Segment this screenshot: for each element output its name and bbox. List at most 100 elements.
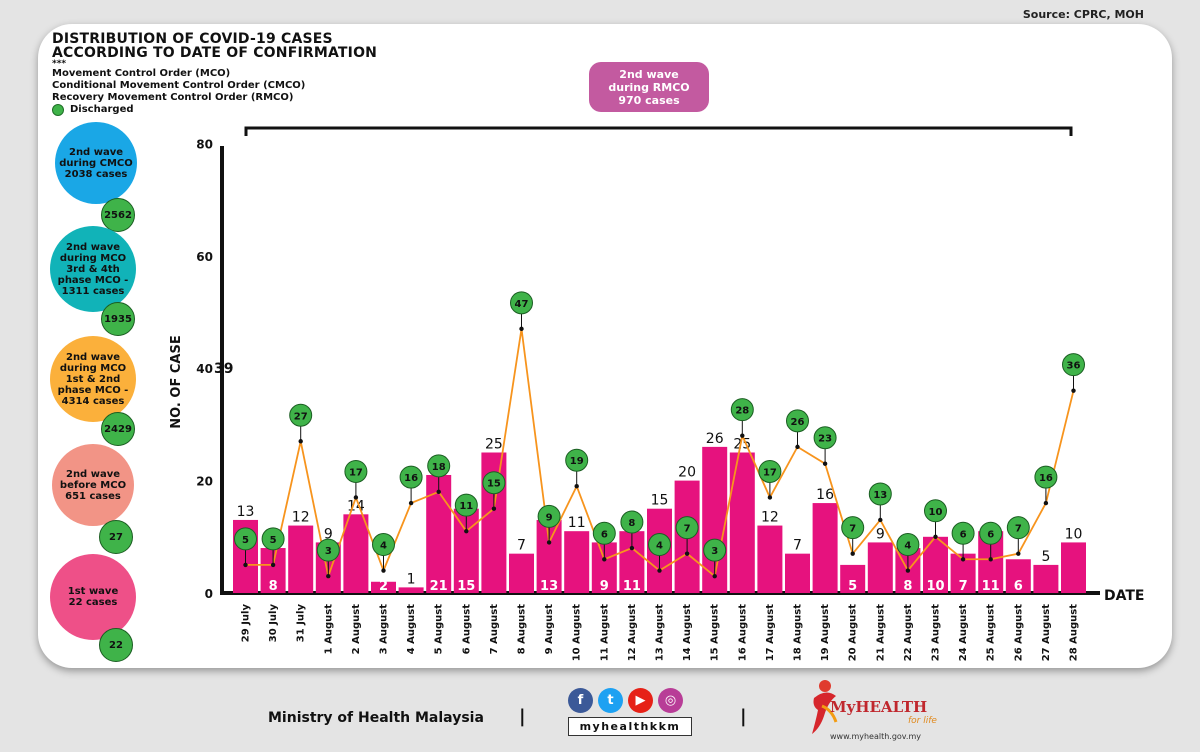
x-tick-label: 12 August xyxy=(627,604,638,661)
instagram-icon[interactable]: ◎ xyxy=(658,688,683,713)
case-bar xyxy=(812,503,838,593)
footer-divider-1: | xyxy=(519,706,526,727)
discharged-point xyxy=(740,433,745,438)
discharged-value-label: 7 xyxy=(684,524,691,535)
discharged-value-label: 26 xyxy=(791,417,805,428)
bar-value-label: 6 xyxy=(1014,579,1023,594)
discharged-marker xyxy=(758,459,782,483)
bar-value-label: 12 xyxy=(761,510,779,526)
discharged-value-label: 4 xyxy=(656,541,663,552)
bar-value-label: 11 xyxy=(982,579,1000,594)
discharged-value-label: 4 xyxy=(380,541,387,552)
wave-label-line: during CMCO xyxy=(59,157,133,169)
bar-value-label: 12 xyxy=(292,510,310,526)
discharged-value-label: 8 xyxy=(628,518,635,529)
x-tick-label: 5 August xyxy=(434,604,445,655)
discharged-value-label: 3 xyxy=(711,546,718,557)
discharged-marker xyxy=(289,403,313,427)
x-tick-label: 25 August xyxy=(986,604,997,661)
x-tick-label: 27 August xyxy=(1041,604,1052,661)
logo-tagline: for life xyxy=(908,716,937,726)
bar-value-label: 13 xyxy=(540,579,558,594)
wave-mco-12-circle: 2nd wave during MCO 1st & 2nd phase MCO -43… xyxy=(50,336,136,422)
x-tick-label: 19 August xyxy=(820,604,831,661)
discharged-value-label: 13 xyxy=(873,490,887,501)
discharged-value-label: 36 xyxy=(1067,361,1081,372)
discharged-marker xyxy=(261,527,285,551)
bar-value-label: 25 xyxy=(485,437,503,453)
x-tick-label: 9 August xyxy=(544,604,555,655)
x-tick-label: 13 August xyxy=(655,604,666,661)
social-handle[interactable]: myhealthkkm xyxy=(568,717,692,736)
bar-value-label: 9 xyxy=(600,579,609,594)
bar-value-label: 7 xyxy=(517,538,526,554)
chart-title-line-2: ACCORDING TO DATE OF CONFIRMATION xyxy=(52,45,378,61)
discharged-marker xyxy=(675,516,699,540)
discharged-marker xyxy=(510,291,533,315)
facebook-icon[interactable]: f xyxy=(568,688,593,713)
x-tick-label: 31 July xyxy=(296,604,307,643)
x-tick-label: 2 August xyxy=(351,604,362,655)
discharged-point xyxy=(326,573,331,579)
logo-brand: MyHEALTH xyxy=(830,698,928,716)
discharged-marker xyxy=(786,409,809,433)
bar-value-label: 9 xyxy=(876,526,885,542)
discharged-point xyxy=(795,444,800,450)
x-tick-label: 4 August xyxy=(406,604,417,655)
discharged-value-label: 16 xyxy=(1039,473,1053,484)
discharged-marker xyxy=(454,493,478,517)
discharged-point xyxy=(822,461,828,466)
bar-value-label: 16 xyxy=(816,487,834,503)
discharged-value-label: 47 xyxy=(515,299,529,310)
bar-value-label: 26 xyxy=(706,431,724,447)
discharged-marker xyxy=(565,448,589,472)
discharged-value-label: 15 xyxy=(487,479,501,490)
case-bar xyxy=(343,514,369,593)
ministry-name: Ministry of Health Malaysia xyxy=(268,710,484,726)
x-tick-label: 20 August xyxy=(848,604,859,661)
discharged-point xyxy=(408,500,414,506)
legend-cmco: Conditional Movement Control Order (CMCO… xyxy=(52,80,306,91)
discharged-value-label: 11 xyxy=(459,501,473,512)
bar-value-label: 13 xyxy=(237,504,255,520)
y-tick-label: 40 xyxy=(196,362,213,376)
bar-value-label: 15 xyxy=(651,493,669,509)
case-bar xyxy=(398,587,424,593)
x-tick-label: 22 August xyxy=(903,604,914,661)
bar-value-label: 7 xyxy=(959,579,968,594)
bar-value-label: 2 xyxy=(379,579,388,594)
y-tick-label: 0 xyxy=(205,587,213,601)
discharged-point xyxy=(767,495,773,500)
discharged-point xyxy=(712,573,717,579)
discharged-value-label: 17 xyxy=(763,467,777,478)
discharged-point xyxy=(684,551,690,556)
legend-marker: *** xyxy=(52,59,67,69)
discharged-marker xyxy=(648,533,671,557)
x-tick-label: 30 July xyxy=(268,604,279,643)
discharged-marker xyxy=(841,516,865,540)
wave-mco-12-discharged: 2429 xyxy=(101,412,135,446)
case-bar xyxy=(729,452,755,593)
discharged-point xyxy=(1043,500,1049,506)
twitter-icon[interactable]: t xyxy=(598,688,623,713)
discharged-marker xyxy=(1006,516,1030,540)
x-tick-label: 18 August xyxy=(793,604,804,661)
x-tick-label: 6 August xyxy=(461,604,472,655)
rmco-line-3: 970 cases xyxy=(618,93,680,107)
wave-label-line: 2038 cases xyxy=(64,168,128,180)
discharged-marker xyxy=(730,398,754,422)
legend-rmco: Recovery Movement Control Order (RMCO) xyxy=(52,92,294,103)
discharged-value-label: 27 xyxy=(294,411,308,422)
case-bar xyxy=(785,553,810,593)
discharged-point xyxy=(491,506,497,511)
rmco-line-1: 2nd wave xyxy=(619,67,679,81)
bar-value-label: 8 xyxy=(903,579,912,594)
case-bar xyxy=(757,525,783,593)
case-bar xyxy=(1005,559,1031,593)
discharged-point xyxy=(546,540,552,545)
x-tick-label: 7 August xyxy=(489,604,500,655)
chart-title-line-1: DISTRIBUTION OF COVID-19 CASES xyxy=(52,31,333,47)
legend-discharged-label: Discharged xyxy=(70,104,134,115)
youtube-icon[interactable]: ▶ xyxy=(628,688,653,713)
